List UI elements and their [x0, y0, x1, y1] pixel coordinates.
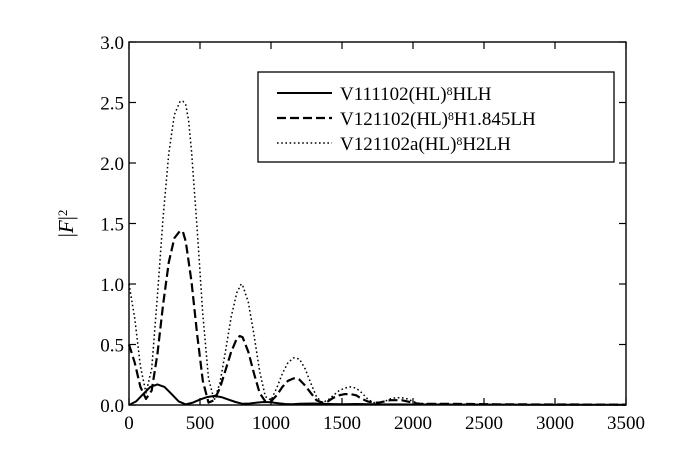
y-tick-label: 0.5: [100, 336, 124, 357]
x-tick-label: 2500: [465, 413, 503, 434]
x-tick-label: 0: [124, 413, 134, 434]
x-tick-label: 1000: [252, 413, 290, 434]
legend-label-3: V121102a(HL)8H2LH: [340, 134, 511, 155]
axis-ticks: 0 500 1000 1500 2000 2500 3000 3500 0.0 0.5 1.0 1.5…: [100, 33, 645, 434]
y-tick-label: 1.0: [100, 275, 124, 296]
series-line-2: [127, 229, 627, 406]
y-tick-label: 2.5: [100, 94, 124, 115]
series-line-3: [128, 100, 627, 406]
x-tick-label: 1500: [323, 413, 361, 434]
y-tick-label: 1.5: [100, 215, 124, 236]
x-tick-label: 3500: [607, 413, 645, 434]
x-tick-label: 2000: [394, 413, 432, 434]
y-tick-label: 3.0: [100, 33, 124, 54]
legend-label-2: V121102(HL)8H1.845LH: [340, 109, 536, 130]
x-tick-label: 3000: [536, 413, 574, 434]
legend-label-1: V111102(HL)8HLH: [340, 84, 492, 105]
x-tick-label: 500: [186, 413, 215, 434]
legend: V111102(HL)8HLH V121102(HL)8H1.845LH V1211…: [257, 71, 615, 163]
y-axis-label: |F|2: [54, 210, 78, 238]
y-tick-label: 0.0: [100, 396, 124, 417]
series-lines: [127, 100, 627, 406]
y-tick-label: 2.0: [100, 154, 124, 175]
